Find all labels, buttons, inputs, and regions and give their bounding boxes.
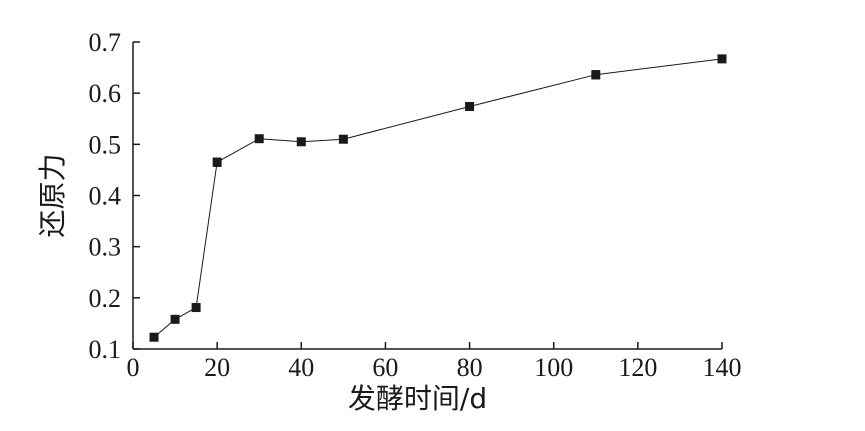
series-line bbox=[153, 58, 723, 338]
data-point bbox=[296, 137, 306, 147]
x-ticks: 0 20 40 60 80 100 120 140 bbox=[127, 342, 742, 382]
data-point bbox=[149, 332, 159, 342]
y-tick-label: 0.2 bbox=[89, 284, 122, 313]
axes bbox=[132, 42, 722, 350]
y-tick-label: 0.5 bbox=[89, 130, 122, 159]
x-tick-label: 120 bbox=[618, 353, 657, 382]
data-point bbox=[717, 54, 727, 64]
y-axis-label: 还原力 bbox=[36, 153, 69, 237]
data-point bbox=[191, 303, 201, 313]
x-axis-label: 发酵时间/d bbox=[348, 382, 487, 415]
x-tick-label: 80 bbox=[457, 353, 483, 382]
x-tick-label: 100 bbox=[534, 353, 573, 382]
x-tick-label: 60 bbox=[372, 353, 398, 382]
y-tick-label: 0.6 bbox=[89, 79, 122, 108]
data-point bbox=[170, 314, 180, 324]
x-tick-label: 40 bbox=[288, 353, 314, 382]
x-tick-label: 0 bbox=[127, 353, 140, 382]
data-point bbox=[254, 134, 264, 144]
x-tick-label: 140 bbox=[703, 353, 742, 382]
plot-area bbox=[149, 54, 727, 342]
data-point bbox=[591, 70, 601, 80]
y-tick-label: 0.1 bbox=[89, 335, 122, 364]
data-point bbox=[212, 157, 222, 167]
data-point bbox=[338, 134, 348, 144]
x-tick-label: 20 bbox=[204, 353, 230, 382]
y-ticks: 0.1 0.2 0.3 0.4 0.5 0.6 0.7 bbox=[89, 28, 140, 364]
data-point bbox=[465, 101, 475, 111]
y-tick-label: 0.4 bbox=[89, 182, 122, 211]
y-tick-label: 0.7 bbox=[89, 28, 122, 57]
y-tick-label: 0.3 bbox=[89, 233, 122, 262]
